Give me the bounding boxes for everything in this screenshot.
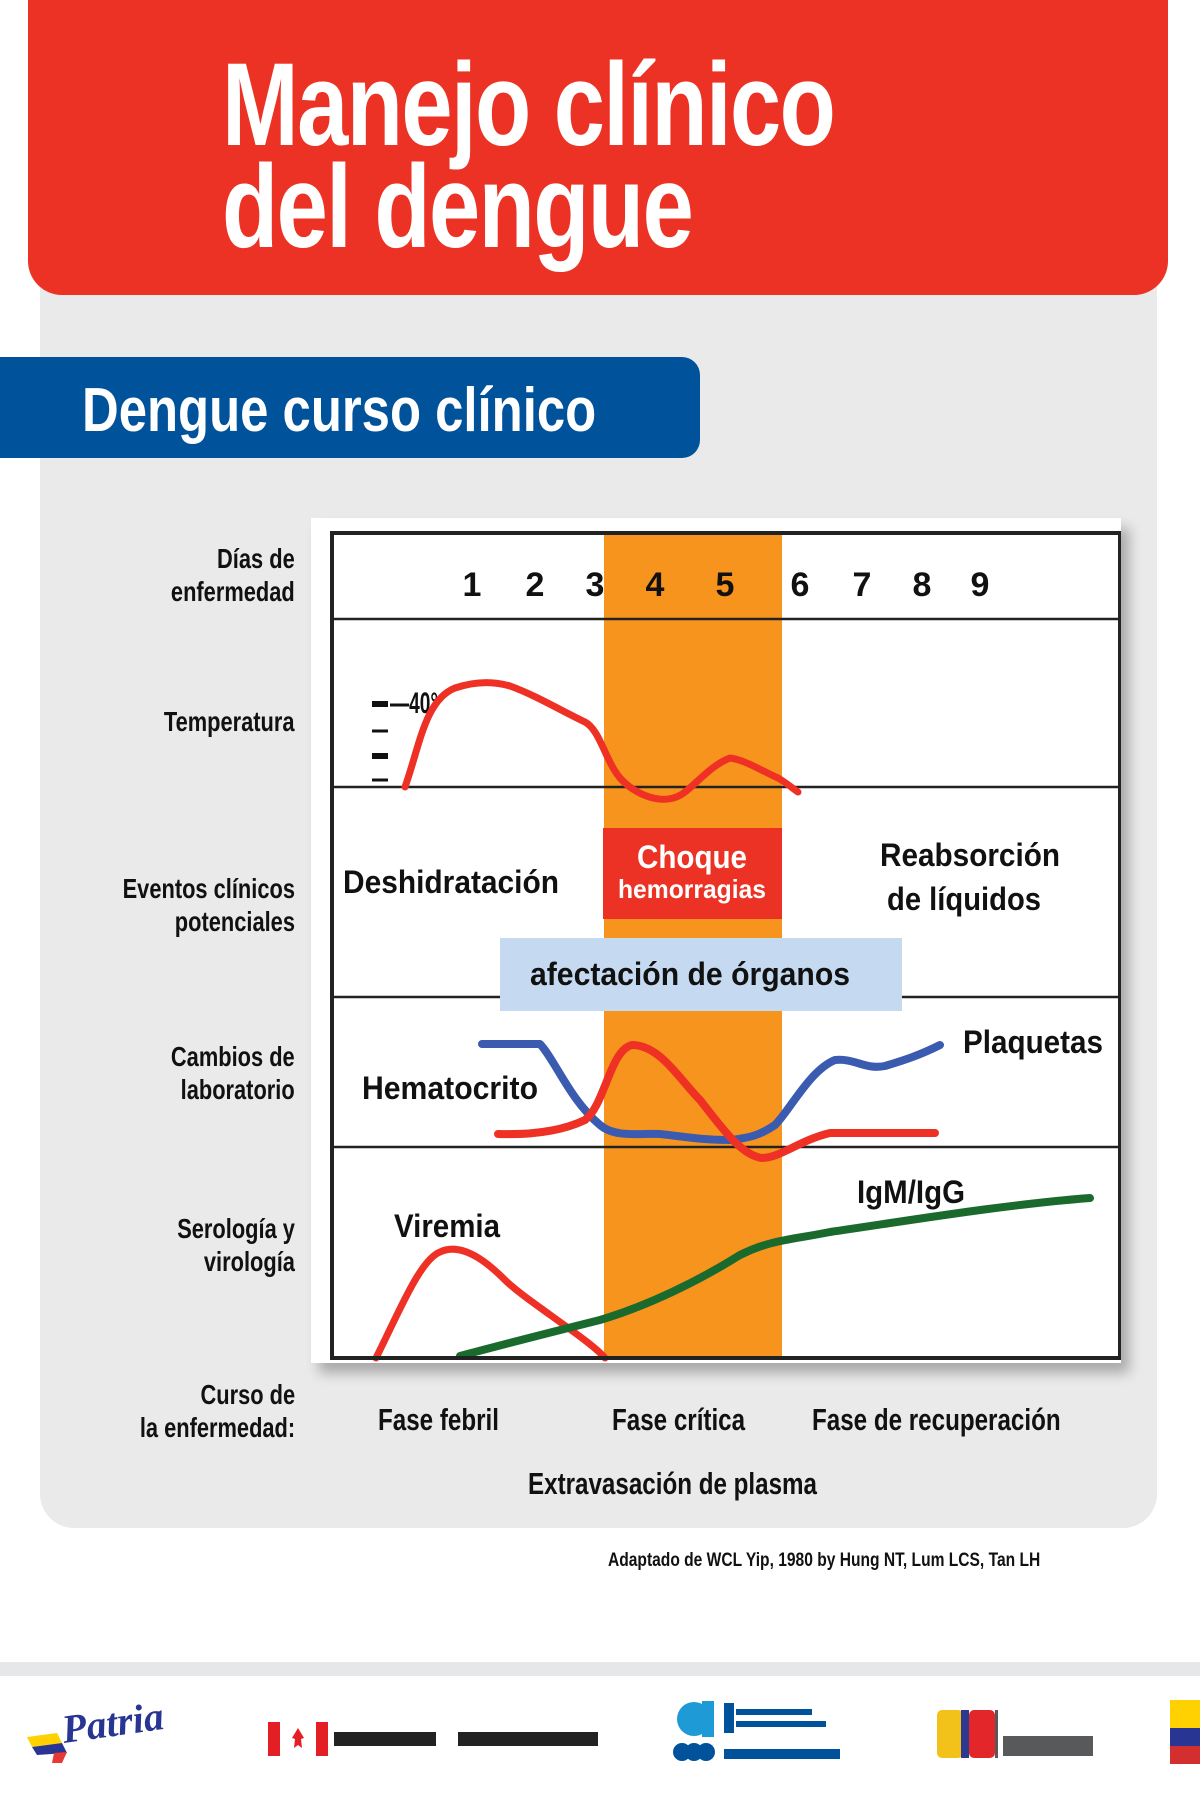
- footer-divider: [0, 1662, 1200, 1676]
- page-title-line-1: Manejo clínico: [222, 39, 836, 171]
- day-5: 5: [716, 566, 735, 604]
- day-6: 6: [791, 566, 810, 604]
- event-dehydration: Deshidratación: [343, 864, 559, 900]
- row-label-lab-changes: Cambios de laboratorio: [171, 1040, 295, 1106]
- day-3: 3: [586, 566, 605, 604]
- citation: Adaptado de WCL Yip, 1980 by Hung NT, Lu…: [608, 1550, 1041, 1571]
- temperature-scale: [372, 701, 388, 782]
- phase-critical: Fase crítica: [612, 1402, 746, 1437]
- row-label-course: Curso de la enfermedad:: [140, 1378, 295, 1444]
- row-label-course-line-2: la enfermedad:: [139, 1412, 295, 1443]
- maple-leaf-icon: [292, 1728, 304, 1748]
- temperature-curve: [401, 679, 802, 803]
- event-organ-involvement: afectación de órganos: [530, 956, 850, 992]
- day-4: 4: [646, 566, 665, 604]
- ministerio-salud-logo: [935, 1706, 1095, 1761]
- ecuador-flag-logo: [1170, 1700, 1200, 1766]
- page-title-line-2: del dengue: [222, 141, 694, 273]
- event-shock: Choque: [637, 839, 747, 875]
- viremia-curve: [372, 1245, 609, 1362]
- phase-recovery: Fase de recuperación: [812, 1402, 1061, 1437]
- patria-logo-text: Patria: [58, 1695, 166, 1752]
- row-label-events-line-1: Eventos clínicos: [122, 873, 295, 904]
- igm-igg-curve: [456, 1194, 1094, 1360]
- hematocrit-curve: [494, 1041, 939, 1162]
- row-label-days-line-2: enfermedad: [171, 576, 295, 607]
- row-label-clinical-events: Eventos clínicos potenciales: [123, 872, 295, 938]
- canada-logo: [268, 1720, 608, 1760]
- label-igm-igg: IgM/IgG: [857, 1174, 965, 1210]
- day-9: 9: [971, 566, 990, 604]
- organ-involvement-box: [500, 938, 902, 1011]
- row-label-course-line-1: Curso de: [200, 1379, 295, 1410]
- row-label-days-line-1: Días de: [217, 543, 295, 574]
- row-label-serology: Serología y virología: [177, 1212, 295, 1278]
- label-platelets: Plaquetas: [963, 1024, 1103, 1060]
- chart-frame: [330, 531, 1121, 1360]
- row-label-events-line-2: potenciales: [174, 906, 295, 937]
- event-reabsorption-line-1: Reabsorción: [880, 837, 1060, 873]
- plasma-leak-label: Extravasación de plasma: [528, 1466, 817, 1501]
- row-label-temperature-line-1: Temperatura: [164, 706, 295, 737]
- row-label-lab-line-2: laboratorio: [180, 1074, 295, 1105]
- shock-box: [603, 828, 782, 919]
- section-title: Dengue curso clínico: [82, 376, 597, 445]
- day-2: 2: [526, 566, 545, 604]
- event-reabsorption-line-2: de líquidos: [887, 881, 1041, 917]
- day-1: 1: [463, 566, 482, 604]
- label-hematocrit: Hematocrito: [362, 1070, 538, 1106]
- clinical-course-chart: 1 2 3 4 5 6 7 8 9 —40° Deshidratación Ch…: [311, 518, 1121, 1363]
- row-label-days: Días de enfermedad: [171, 542, 295, 608]
- phase-febrile: Fase febril: [378, 1402, 499, 1437]
- day-numbers: 1 2 3 4 5 6 7 8 9: [463, 566, 990, 604]
- section-tab: Dengue curso clínico: [0, 357, 700, 458]
- row-label-serology-line-2: virología: [203, 1246, 295, 1277]
- event-hemorrhage: hemorragias: [618, 874, 766, 904]
- platelets-curve: [478, 1040, 944, 1144]
- patria-logo: Patria: [22, 1693, 187, 1765]
- day-7: 7: [853, 566, 872, 604]
- header-banner: Manejo clínico del dengue: [28, 0, 1168, 295]
- ops-oms-logo: [672, 1697, 842, 1767]
- day-8: 8: [913, 566, 932, 604]
- row-label-serology-line-1: Serología y: [177, 1213, 295, 1244]
- row-label-lab-line-1: Cambios de: [171, 1041, 295, 1072]
- row-label-temperature: Temperatura: [164, 705, 295, 738]
- label-viremia: Viremia: [394, 1208, 500, 1244]
